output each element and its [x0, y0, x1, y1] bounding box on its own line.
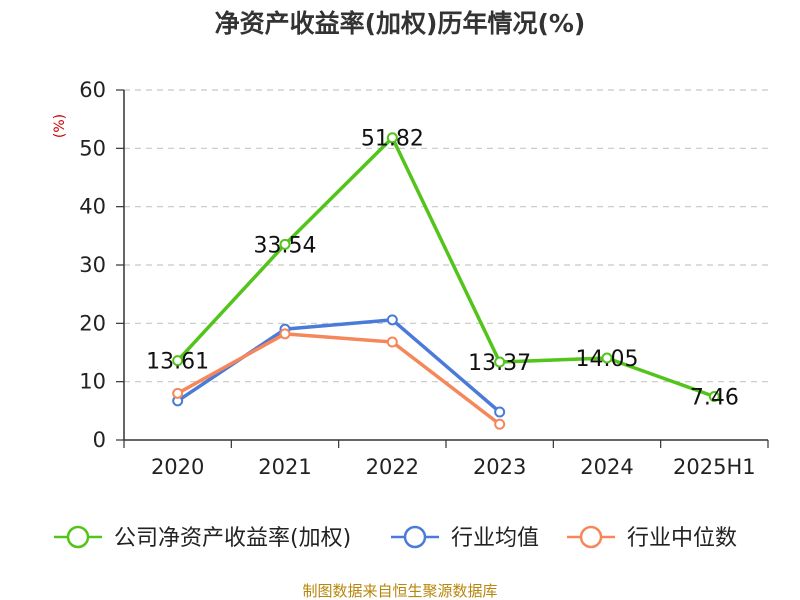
data-point	[494, 406, 506, 418]
y-tick-label: 60	[79, 78, 106, 102]
data-point	[494, 356, 506, 368]
data-point	[601, 352, 613, 364]
data-point	[279, 238, 291, 250]
data-point	[386, 336, 398, 348]
series-1	[172, 314, 506, 418]
data-label: 7.46	[690, 385, 739, 410]
y-tick-label: 50	[79, 136, 106, 160]
legend-label: 行业均值	[451, 526, 539, 551]
y-tick-label: 20	[79, 311, 106, 335]
x-tick-label: 2020	[151, 455, 204, 479]
legend-marker	[579, 525, 603, 549]
axes: 0 10 20 30 40 50 60 2020 2021 2022 2023 2024 2025H1	[79, 78, 769, 479]
legend-item: 行业中位数	[567, 525, 737, 551]
legend-item: 公司净资产收益率(加权)	[54, 525, 351, 551]
series-2	[172, 328, 506, 430]
x-tick-label: 2023	[473, 455, 526, 479]
x-tick-label: 2025H1	[673, 455, 756, 479]
data-point	[386, 132, 398, 144]
legend-item: 行业均值	[391, 525, 539, 551]
x-tick-label: 2022	[366, 455, 419, 479]
y-tick-label: 10	[79, 370, 106, 394]
data-point	[386, 314, 398, 326]
y-tick-label: 0	[93, 428, 106, 452]
data-label: 13.37	[468, 351, 531, 376]
data-point	[172, 355, 184, 367]
data-point	[708, 390, 720, 402]
data-point	[172, 387, 184, 399]
data-point	[494, 418, 506, 430]
data-label: 51.82	[361, 127, 424, 152]
series-layer	[172, 132, 720, 430]
y-axis-unit: (%)	[52, 114, 68, 138]
x-tick-label: 2024	[580, 455, 633, 479]
data-labels: 13.61 33.54 51.82 13.37 14.05 7.46	[146, 127, 739, 411]
legend-marker	[403, 525, 427, 549]
data-label: 33.54	[254, 233, 317, 258]
source-note: 制图数据来自恒生聚源数据库	[302, 582, 497, 600]
x-tick-label: 2021	[258, 455, 311, 479]
chart-title: 净资产收益率(加权)历年情况(%)	[215, 9, 586, 38]
data-label: 13.61	[146, 350, 209, 375]
legend-label: 行业中位数	[627, 526, 737, 551]
y-tick-label: 40	[79, 195, 106, 219]
data-point	[279, 328, 291, 340]
legend: 公司净资产收益率(加权) 行业均值 行业中位数	[54, 525, 737, 551]
series-0	[172, 132, 720, 402]
series-line	[176, 332, 501, 426]
legend-marker	[66, 525, 90, 549]
gridlines	[124, 89, 768, 383]
y-tick-label: 30	[79, 253, 106, 277]
data-label: 14.05	[576, 347, 639, 372]
legend-label: 公司净资产收益率(加权)	[114, 526, 351, 551]
series-line	[176, 135, 715, 399]
